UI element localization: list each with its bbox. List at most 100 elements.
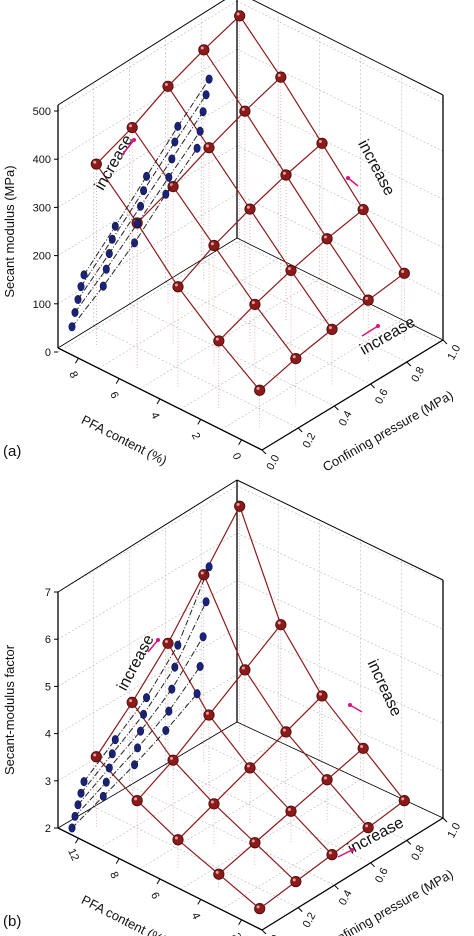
x-tick-label: 4 [189, 911, 202, 922]
z-tick-label: 4 [45, 729, 51, 741]
y-tick [297, 427, 303, 433]
data-point [244, 203, 256, 215]
y-tick-label: 0.8 [409, 365, 427, 384]
projection-line [80, 601, 207, 794]
y-tick-label: 0.6 [373, 387, 391, 406]
y-tick-label: 1.0 [445, 821, 463, 840]
mesh-line [367, 800, 405, 829]
mesh-line [249, 731, 287, 769]
data-point-highlight [292, 355, 296, 359]
data-point-highlight [277, 621, 281, 625]
data-point-highlight [318, 140, 322, 144]
mesh-line [244, 624, 282, 671]
grid-line [236, 193, 444, 297]
data-point-highlight [360, 206, 364, 210]
grid-line [57, 485, 238, 593]
x-tick [197, 899, 202, 905]
data-point-highlight [236, 502, 240, 506]
data-point [357, 203, 369, 216]
floor-edge [57, 237, 238, 349]
data-point-highlight [246, 764, 250, 768]
increase-arrowhead [132, 138, 136, 142]
data-point [239, 105, 251, 117]
increase-annotation: increase [114, 632, 157, 693]
data-point-highlight [365, 824, 369, 828]
x-tick-label: 2 [189, 431, 202, 442]
projection-line [77, 111, 204, 300]
panel-label: (b) [3, 913, 21, 930]
mesh-line [295, 854, 333, 883]
projection-line [83, 78, 210, 276]
increase-arrow [349, 704, 363, 713]
y-tick [406, 840, 412, 845]
z-tick-label: 0 [45, 347, 51, 359]
mesh-line [131, 702, 174, 761]
mesh-line [326, 779, 369, 829]
grid-line [236, 485, 444, 583]
z-tick-label: 5 [45, 681, 51, 693]
mesh-line [285, 731, 328, 781]
projection-line [71, 693, 198, 829]
data-point [357, 742, 369, 754]
data-point [234, 500, 246, 512]
data-point [167, 180, 179, 193]
grid-line [180, 298, 361, 410]
mesh-line [239, 15, 282, 78]
data-point [275, 71, 287, 83]
floor-edge [236, 721, 444, 819]
x-tick-label: 0 [230, 451, 243, 462]
data-point-highlight [134, 797, 138, 801]
grid-line [57, 0, 238, 112]
data-point-highlight [169, 756, 173, 760]
data-point [285, 264, 297, 277]
data-point [167, 754, 179, 766]
data-point-highlight [246, 205, 250, 209]
x-axis-title: PFA content (%) [79, 892, 170, 936]
z-axis-title: Secant modulus (MPa) [2, 165, 17, 297]
y-tick-label: 1.0 [445, 343, 463, 362]
z-axis-title: Secant-modulus factor [2, 644, 17, 775]
x-tick [156, 398, 161, 405]
grid-line [57, 241, 238, 353]
data-point-highlight [210, 242, 214, 246]
mesh-line [295, 328, 333, 360]
increase-arrowhead [348, 703, 352, 707]
data-point-highlight [401, 797, 405, 801]
x-tick-label: 2 [230, 931, 243, 936]
data-point-highlight [236, 12, 240, 16]
floor-edge [57, 721, 238, 829]
x-tick-label: 6 [148, 890, 161, 901]
data-point [234, 10, 246, 22]
x-tick-label: 8 [107, 870, 120, 881]
grid-line [129, 303, 335, 407]
data-point [254, 903, 266, 915]
grid-line [165, 764, 371, 864]
grid-line [236, 627, 444, 724]
grid-line [57, 193, 238, 305]
data-point [280, 169, 292, 181]
grid-line [98, 258, 279, 369]
mesh-line [326, 747, 364, 781]
mesh-line [218, 842, 256, 875]
y-tick [297, 907, 303, 912]
x-tick-label: 6 [107, 390, 120, 401]
z-tick-label: 6 [45, 634, 51, 646]
mesh-line [213, 803, 256, 844]
z-tick-label: 100 [33, 299, 51, 311]
data-point-highlight [241, 666, 245, 670]
grid-line [180, 779, 361, 890]
y-tick-label: 0.0 [264, 453, 282, 472]
mesh-line [136, 759, 174, 802]
projection-line [77, 636, 204, 806]
grid-line [165, 281, 371, 385]
data-point-highlight [205, 711, 209, 715]
data-point-highlight [328, 851, 332, 855]
y-tick-label: 0.8 [409, 843, 427, 862]
z-tick-label: 3 [45, 776, 51, 788]
mesh-line [208, 669, 246, 716]
mesh-line [208, 147, 251, 210]
data-point-highlight [401, 270, 405, 274]
increase-arrow [147, 639, 159, 653]
mesh-line [172, 186, 215, 246]
